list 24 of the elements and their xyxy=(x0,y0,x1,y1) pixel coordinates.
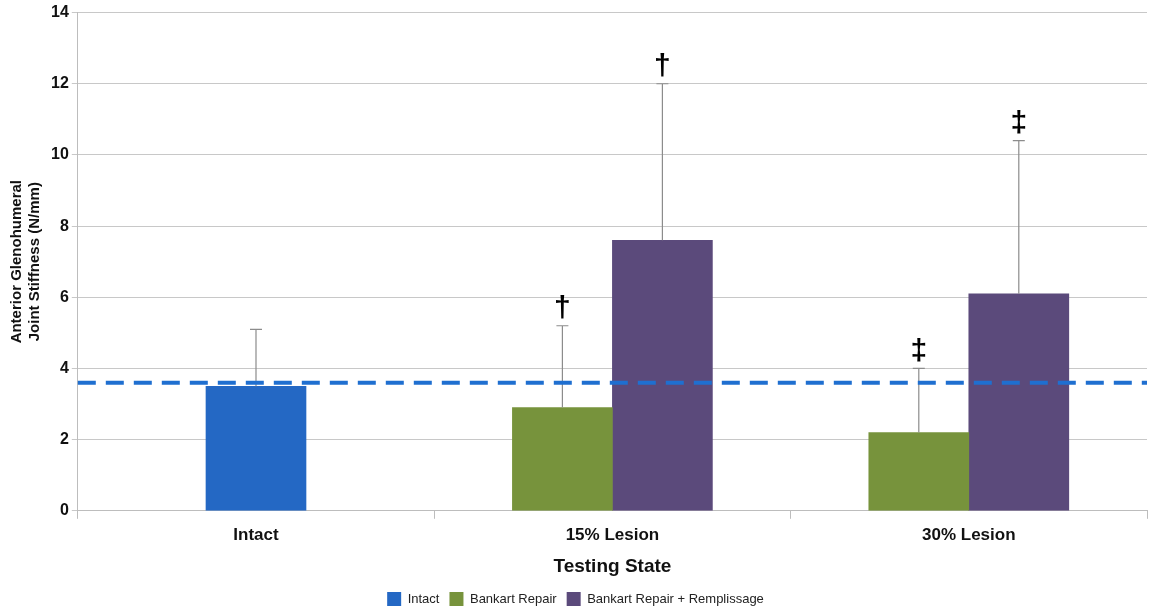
y-tick-label: 2 xyxy=(59,430,69,448)
bar xyxy=(868,432,970,511)
bar xyxy=(612,240,713,511)
annotation: ‡ xyxy=(910,332,928,366)
legend-label: Bankart Repair + Remplissage xyxy=(587,590,764,606)
annotation: ‡ xyxy=(1010,104,1028,138)
y-tick-label: 6 xyxy=(59,287,69,305)
x-axis-title: Testing State xyxy=(553,554,672,576)
legend-label: Bankart Repair xyxy=(469,590,558,606)
legend-label: Intact xyxy=(407,590,440,606)
x-tick-label: 15% Lesion xyxy=(565,524,660,544)
bar xyxy=(512,407,613,511)
y-tick-label: 10 xyxy=(51,145,69,163)
y-tick-label: 8 xyxy=(59,216,69,234)
y-tick-label: 4 xyxy=(59,358,69,376)
y-axis-title: Anterior Glenohumeral Joint Stiffness (N/mm) xyxy=(7,180,43,344)
annotation: † xyxy=(554,290,571,324)
x-tick-label: Intact xyxy=(233,524,279,544)
y-tick-label: 0 xyxy=(59,501,69,519)
annotation: † xyxy=(654,48,671,82)
y-tick-label: 12 xyxy=(51,74,69,92)
bar xyxy=(968,293,1070,511)
x-tick-label: 30% Lesion xyxy=(922,524,1016,544)
y-tick-label: 14 xyxy=(51,3,69,21)
